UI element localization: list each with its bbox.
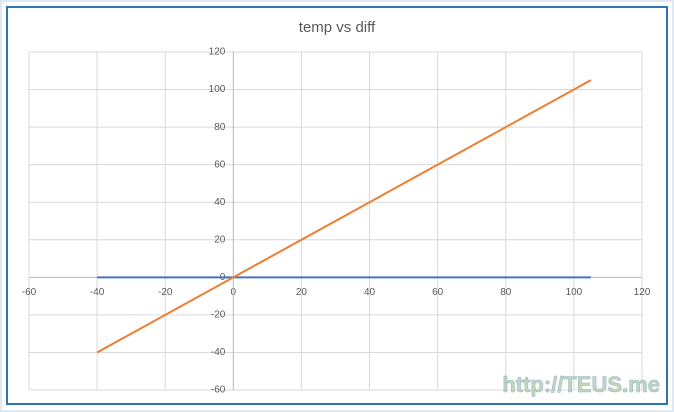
x-tick-label: -40 <box>90 287 105 298</box>
y-tick-label: -60 <box>211 385 226 396</box>
y-tick-label: 100 <box>209 84 226 95</box>
y-tick-label: -20 <box>211 310 226 321</box>
x-tick-label: 120 <box>634 287 651 298</box>
y-tick-label: 40 <box>214 197 226 208</box>
y-tick-label: -40 <box>211 347 226 358</box>
y-tick-label: 60 <box>214 159 226 170</box>
x-tick-label: 20 <box>296 287 308 298</box>
plot <box>96 79 592 354</box>
x-tick-label: 40 <box>364 287 376 298</box>
series-line <box>96 79 592 354</box>
y-tick-label: 80 <box>214 122 226 133</box>
x-tick-label: -60 <box>22 287 37 298</box>
y-tick-label: 120 <box>209 47 226 58</box>
chart-frame <box>6 6 668 405</box>
x-tick-label: 100 <box>566 287 583 298</box>
y-tick-label: 20 <box>214 234 226 245</box>
chart-title: temp vs diff <box>299 19 376 36</box>
watermark: http://TEUS.me <box>502 372 660 397</box>
x-tick-label: -20 <box>158 287 173 298</box>
x-tick-label: 80 <box>500 287 512 298</box>
x-tick-label: 60 <box>432 287 444 298</box>
